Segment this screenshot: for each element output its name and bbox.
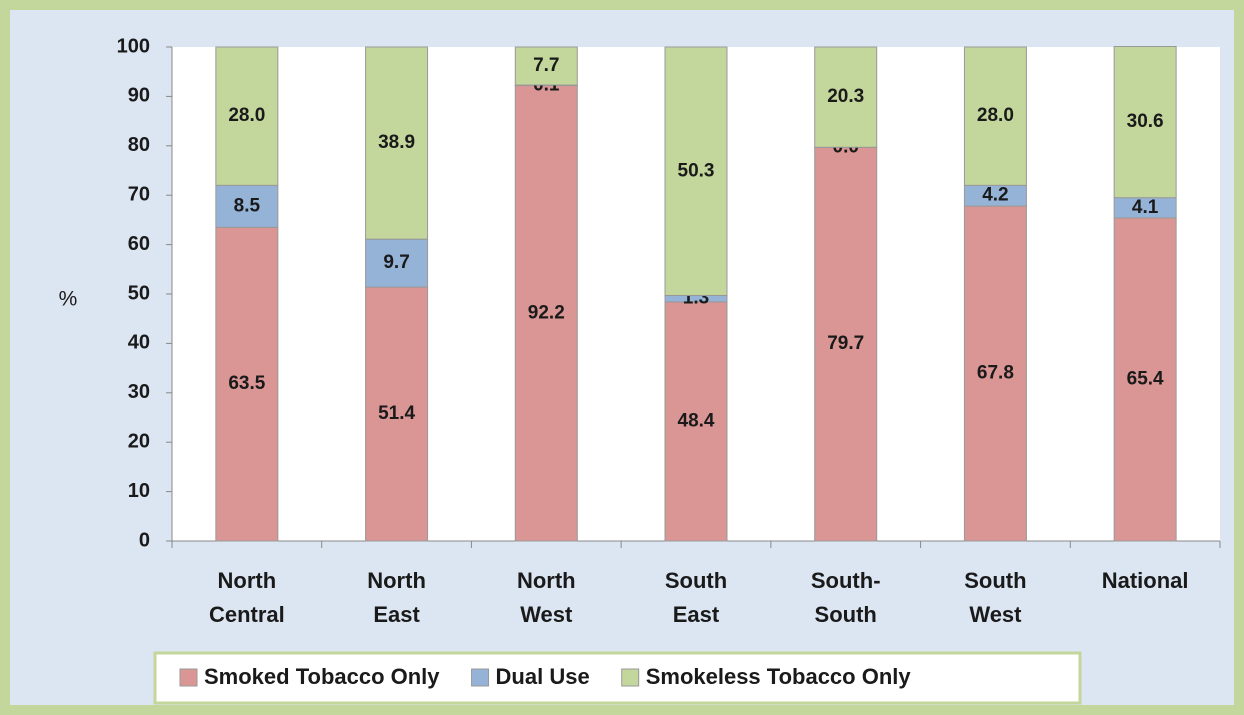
bar-segment [1113, 217, 1177, 542]
x-tick-label: South- South [811, 568, 881, 627]
legend-swatch [179, 668, 198, 687]
data-label: 28.0 [977, 105, 1014, 126]
data-label: 79.7 [827, 333, 864, 354]
data-label: 67.8 [977, 363, 1014, 384]
y-tick-label: 30 [128, 381, 150, 403]
y-axis-label: % [59, 288, 78, 311]
bar-segment [365, 238, 429, 288]
legend-label: Smoked Tobacco Only [204, 664, 440, 689]
label-line: East [373, 602, 420, 627]
x-tick-label: South West [964, 568, 1026, 627]
bar-segment [365, 46, 429, 240]
bar-segment [664, 301, 728, 542]
y-tick-label: 0 [139, 529, 150, 551]
label-line: Central [209, 602, 285, 627]
legend-swatch [621, 668, 640, 687]
label-line: South [815, 602, 877, 627]
label-line: South [665, 568, 727, 593]
label-line: South [964, 568, 1026, 593]
data-label: 63.5 [228, 373, 265, 394]
bar-segment [814, 46, 878, 148]
bar-segment [514, 46, 578, 86]
data-label: 20.3 [827, 86, 864, 107]
y-tick-label: 60 [128, 233, 150, 255]
data-label: 92.2 [528, 302, 565, 323]
bar-segment [365, 286, 429, 542]
data-label: 51.4 [378, 403, 415, 424]
y-tick-label: 70 [128, 183, 150, 205]
x-tick-label: National [1102, 568, 1189, 593]
x-tick-label: South East [665, 568, 727, 627]
data-label: 8.5 [234, 195, 261, 216]
y-tick-label: 90 [128, 85, 150, 107]
y-tick-label: 20 [128, 430, 150, 452]
label-line: West [520, 602, 573, 627]
label-line: National [1102, 568, 1189, 593]
y-tick-label: 100 [117, 35, 150, 57]
legend-label: Dual Use [496, 664, 590, 689]
data-label: 28.0 [228, 105, 265, 126]
y-tick-label: 10 [128, 480, 150, 502]
legend-swatch [471, 668, 490, 687]
label-line: North [367, 568, 426, 593]
bar-segment [664, 46, 728, 296]
data-label: 38.9 [378, 132, 415, 153]
x-tick-label: North East [367, 568, 426, 627]
label-line: East [673, 602, 720, 627]
y-tick-label: 40 [128, 332, 150, 354]
y-tick-label: 80 [128, 134, 150, 156]
data-label: 4.1 [1132, 197, 1159, 218]
bar-segment [963, 205, 1027, 542]
label-line: West [969, 602, 1022, 627]
bar-segment [215, 46, 279, 186]
data-label: 48.4 [678, 410, 715, 431]
data-label: 9.7 [383, 252, 409, 273]
legend-label: Smokeless Tobacco Only [646, 664, 912, 689]
bar-segment [963, 46, 1027, 186]
x-tick-label: North West [517, 568, 576, 627]
label-line: North [517, 568, 576, 593]
data-label: 7.7 [533, 55, 559, 76]
y-tick-label: 50 [128, 282, 150, 304]
bar-segment [1113, 46, 1177, 199]
label-line: South- [811, 568, 881, 593]
data-label: 30.6 [1127, 111, 1164, 132]
x-tick-label: North Central [209, 568, 285, 627]
data-label: 50.3 [678, 160, 715, 181]
legend-box [153, 651, 1082, 705]
data-label: 65.4 [1127, 368, 1164, 389]
bar-segment [814, 146, 878, 542]
data-label: 4.2 [982, 185, 1008, 206]
label-line: North [218, 568, 277, 593]
